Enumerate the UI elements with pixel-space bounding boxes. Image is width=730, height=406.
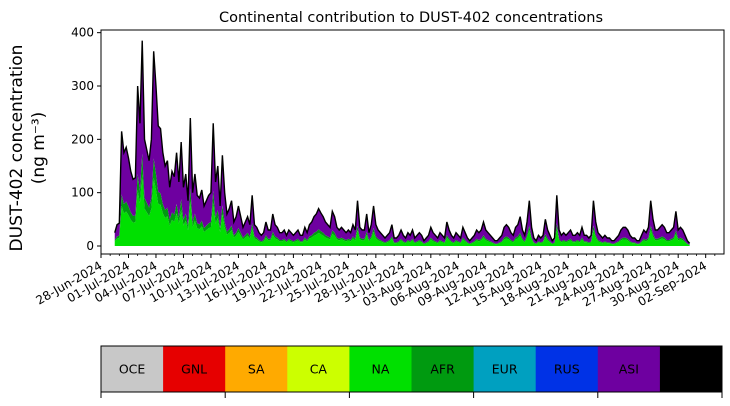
- legend-swatch-aus: [659, 346, 723, 392]
- y-axis-label-line2: (ng m⁻³): [29, 112, 49, 185]
- legend-swatch-sa: [225, 346, 288, 392]
- legend-swatch-rus: [535, 346, 599, 392]
- y-tick-label: 300: [71, 79, 94, 93]
- y-tick-label: 400: [71, 26, 94, 40]
- y-axis-label: DUST-402 concentration (ng m⁻³): [7, 45, 49, 252]
- series-total-line: [114, 40, 691, 244]
- legend-label-afr: AFR: [430, 362, 455, 377]
- series-asi-area: [114, 40, 690, 245]
- x-axis: 28-Jun-202401-Jul-202404-Jul-202407-Jul-…: [34, 254, 716, 309]
- y-tick-label: 200: [71, 132, 94, 146]
- legend: OCE GNL SA CA NA AFR EUR RUS ASI AUS: [100, 345, 723, 398]
- legend-swatch-asi: [597, 346, 661, 392]
- legend-label-ca: CA: [310, 362, 328, 377]
- y-axis: 0 100 200 300 400: [71, 26, 101, 253]
- chart-title: Continental contribution to DUST-402 con…: [219, 10, 603, 26]
- legend-label-sa: SA: [248, 362, 265, 377]
- y-tick-label: 0: [86, 239, 94, 253]
- series-na-area: [114, 174, 690, 246]
- legend-swatch-na: [349, 346, 412, 392]
- legend-label-oce: OCE: [119, 362, 146, 377]
- legend-label-gnl: GNL: [181, 362, 207, 377]
- legend-frame: [100, 345, 723, 393]
- legend-swatch-ca: [287, 346, 350, 392]
- y-axis-label-line1: DUST-402 concentration: [7, 45, 27, 252]
- legend-label-aus: AUS: [678, 362, 704, 377]
- legend-swatch-eur: [473, 346, 537, 392]
- legend-swatch-gnl: [163, 346, 226, 392]
- legend-label-rus: RUS: [554, 362, 580, 377]
- legend-swatch-oce: [101, 346, 164, 392]
- legend-label-eur: EUR: [492, 362, 518, 377]
- plot-layer: [114, 40, 691, 246]
- legend-swatch-afr: [411, 346, 475, 392]
- y-tick-label: 100: [71, 186, 94, 200]
- legend-label-asi: ASI: [619, 362, 639, 377]
- legend-label-na: NA: [371, 362, 389, 377]
